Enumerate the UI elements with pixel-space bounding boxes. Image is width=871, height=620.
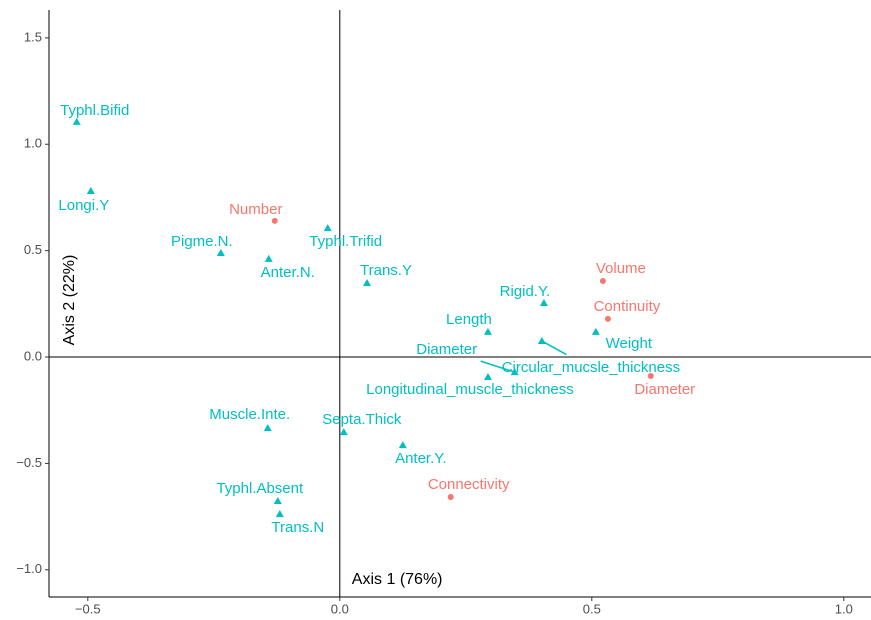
point-label: Rigid.Y. — [500, 283, 551, 300]
point-label: Number — [229, 201, 282, 218]
x-axis-annotation: Axis 1 (76%) — [352, 571, 443, 588]
x-tick-label: 0.0 — [331, 601, 349, 616]
point-label: Typhl.Absent — [216, 480, 304, 497]
point — [339, 428, 348, 436]
point-label: Diameter — [416, 341, 477, 358]
x-tick-label: 0.5 — [583, 601, 601, 616]
point — [72, 117, 81, 125]
point-label: Circular_mucsle_thickness — [502, 359, 680, 376]
point — [483, 327, 492, 335]
point — [273, 497, 282, 505]
point — [216, 248, 225, 256]
point-label: Trans.Y — [360, 262, 412, 279]
y-tick-label: −0.5 — [16, 455, 42, 470]
point — [323, 224, 332, 232]
point-label: Typhl.Trifid — [309, 233, 382, 250]
point — [447, 494, 454, 501]
point — [510, 368, 519, 376]
leader-line — [541, 340, 567, 356]
point-label: Volume — [596, 260, 646, 277]
point-label: Muscle.Inte. — [209, 406, 290, 423]
point — [647, 372, 654, 379]
point-label: Weight — [606, 335, 653, 352]
leader-line — [480, 360, 515, 373]
point — [86, 187, 95, 195]
point — [483, 373, 492, 381]
x-tick-label: 1.0 — [835, 601, 853, 616]
point-label: Pigme.N. — [171, 233, 233, 250]
point-label: Length — [446, 311, 492, 328]
point — [537, 337, 546, 345]
point-label: Septa.Thick — [322, 411, 402, 428]
point — [539, 298, 548, 306]
y-tick-label: 0.0 — [24, 348, 42, 363]
point-label: Longitudinal_muscle_thickness — [366, 381, 574, 398]
point-label: Anter.N. — [261, 264, 315, 281]
point — [363, 278, 372, 286]
y-axis-annotation: Axis 2 (22%) — [61, 255, 78, 346]
point-label: Connectivity — [428, 476, 510, 493]
y-tick-label: 1.0 — [24, 136, 42, 151]
point — [604, 315, 611, 322]
point-label: Longi.Y — [58, 197, 109, 214]
point — [398, 441, 407, 449]
point-label: Trans.N — [271, 519, 324, 536]
y-tick-label: 0.5 — [24, 242, 42, 257]
y-tick-label: −1.0 — [16, 561, 42, 576]
point-label: Diameter — [634, 381, 695, 398]
point — [591, 327, 600, 335]
x-tick-label: −0.5 — [75, 601, 101, 616]
point — [264, 254, 273, 262]
point-label: Anter.Y. — [395, 450, 446, 467]
point — [263, 424, 272, 432]
point-label: Typhl.Bifid — [60, 102, 129, 119]
point — [599, 278, 606, 285]
y-tick-label: 1.5 — [24, 29, 42, 44]
point-label: Continuity — [594, 298, 661, 315]
point — [271, 217, 278, 224]
point — [275, 510, 284, 518]
